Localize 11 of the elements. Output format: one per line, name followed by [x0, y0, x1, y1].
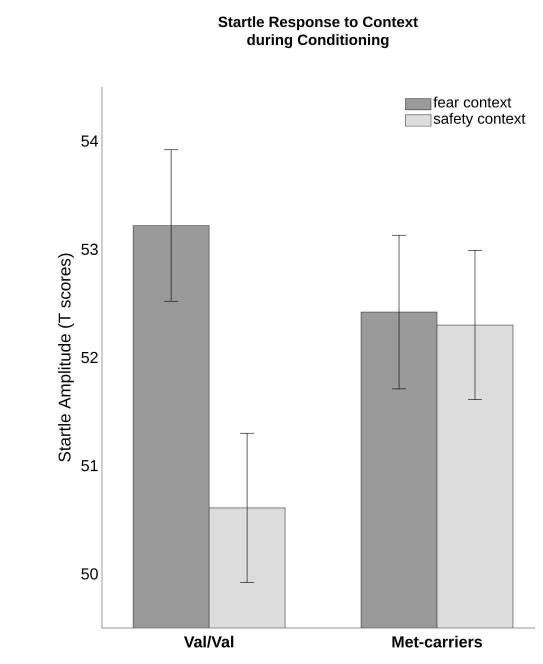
x-tick-label: Val/Val [184, 636, 234, 648]
chart-title: Startle Response to Context during Conditioning [218, 16, 418, 48]
y-tick-label: 54 [81, 136, 98, 147]
y-axis-title: Startle Amplitude (T scores) [58, 254, 74, 462]
y-tick-label: 50 [81, 568, 98, 580]
legend-label: fear context [434, 96, 512, 108]
x-tick-label: Met-carriers [392, 636, 482, 648]
legend-label: safety context [434, 112, 526, 127]
y-tick-label: 53 [81, 244, 98, 255]
y-tick-label: 51 [81, 460, 98, 472]
y-tick-label: 52 [81, 352, 98, 364]
